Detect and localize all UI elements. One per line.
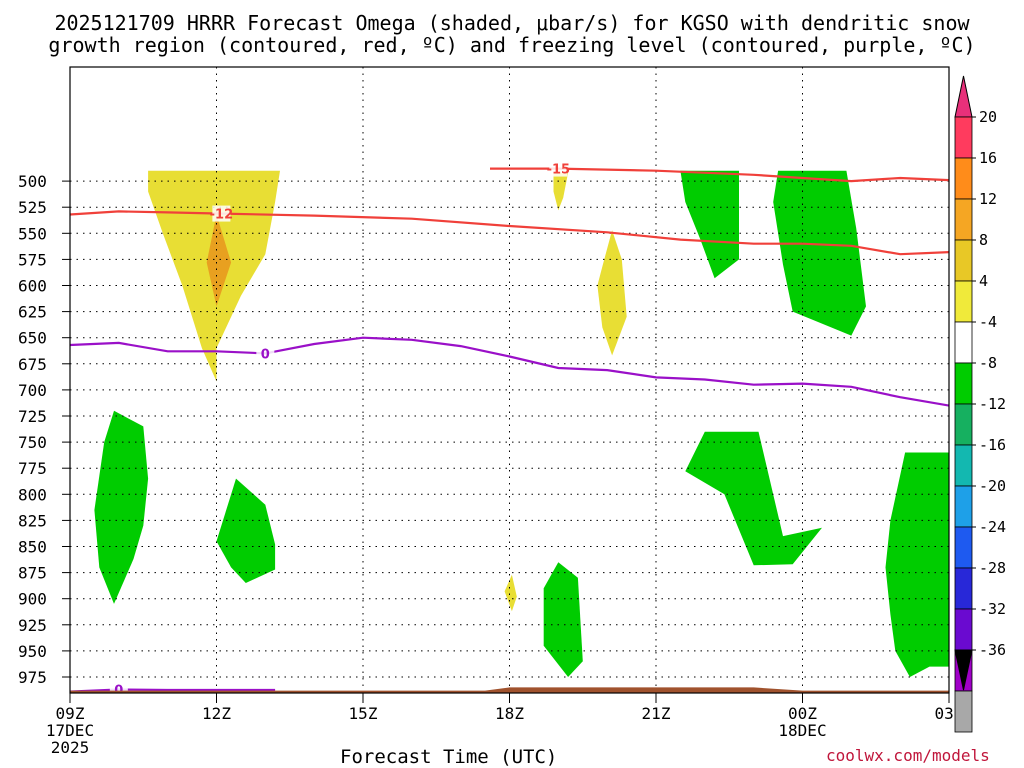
y-tick-label-525: 525 — [18, 198, 47, 217]
omega-region-green-sink-13z — [216, 478, 276, 583]
omega-region-yellow-lift-18z-low — [504, 574, 517, 612]
y-tick-label-500: 500 — [18, 172, 47, 191]
y-tick-label-775: 775 — [18, 459, 47, 478]
y-tick-label-700: 700 — [18, 381, 47, 400]
y-tick-label-975: 975 — [18, 668, 47, 687]
colorbar-swatch-12 — [954, 608, 973, 651]
chart-title-line-1: 2025121709 HRRR Forecast Omega (shaded, … — [54, 11, 970, 35]
x-tick-label-00Z: 00Z — [788, 704, 817, 723]
dgz-red-contour-1 — [490, 167, 949, 183]
x-tick-label-18Z: 18Z — [495, 704, 524, 723]
y-tick-label-950: 950 — [18, 642, 47, 661]
site-credit: coolwx.com/models — [826, 746, 990, 765]
freezing-level-contour-1 — [70, 688, 276, 693]
colorbar-label-4: 4 — [979, 272, 988, 290]
colorbar-label-6: -8 — [979, 354, 997, 372]
omega-region-green-sink-1930z — [543, 562, 583, 677]
omega-region-green-sink-10z — [94, 410, 149, 604]
y-tick-label-925: 925 — [18, 616, 47, 635]
y-tick-label-600: 600 — [18, 277, 47, 296]
x-axis-title: Forecast Time (UTC) — [340, 746, 558, 768]
colorbar-swatch-7 — [954, 403, 973, 446]
colorbar-swatch-0 — [954, 116, 973, 159]
y-tick-label-800: 800 — [18, 485, 47, 504]
colorbar-label-7: -12 — [979, 395, 1006, 413]
y-tick-label-550: 550 — [18, 224, 47, 243]
colorbar-label-13: -36 — [979, 641, 1006, 659]
colorbar-label-0: 20 — [979, 108, 997, 126]
colorbar-swatch-3 — [954, 239, 973, 282]
colorbar-swatch-11 — [954, 567, 973, 610]
ground-surface — [70, 687, 949, 693]
x-tick-label-21Z: 21Z — [642, 704, 671, 723]
colorbar-swatch-14 — [954, 690, 973, 733]
y-tick-label-725: 725 — [18, 407, 47, 426]
colorbar-label-2: 12 — [979, 190, 997, 208]
colorbar-label-3: 8 — [979, 231, 988, 249]
colorbar-swatch-9 — [954, 485, 973, 528]
chart-title-line-2: growth region (contoured, red, ºC) and f… — [48, 33, 976, 57]
freezing-level-contour-1-label-bg — [109, 681, 128, 693]
omega-shading-layer — [94, 170, 949, 677]
colorbar-swatch-1 — [954, 157, 973, 200]
dgz-red-contour-0-label-bg — [212, 205, 231, 222]
y-axis-pressure-labels: 500 525 550 575 600 625 650 675 700 725 750 775 800 8… — [18, 172, 70, 687]
y-tick-label-875: 875 — [18, 564, 47, 583]
omega-region-orange-lift-core-12z — [206, 214, 232, 307]
freezing-level-contour-0 — [70, 336, 949, 407]
dgz-red-contour-0 — [70, 210, 949, 256]
colorbar-swatch-2 — [954, 198, 973, 241]
colorbar-swatch-4 — [954, 280, 973, 323]
x-tick-date-17DEC: 17DEC — [46, 721, 94, 740]
y-tick-label-900: 900 — [18, 590, 47, 609]
contour-layer: -12 -15 0 0 — [70, 160, 949, 699]
y-tick-label-750: 750 — [18, 433, 47, 452]
omega-region-green-sink-0030z — [773, 170, 866, 336]
dgz-red-contour-0-label: -12 — [210, 208, 234, 223]
x-tick-date-18DEC: 18DEC — [778, 721, 826, 740]
colorbar-swatch-6 — [954, 362, 973, 405]
colorbar-bottom-arrow — [954, 649, 973, 691]
colorbar-label-10: -24 — [979, 518, 1006, 536]
colorbar-label-11: -28 — [979, 559, 1006, 577]
y-tick-label-825: 825 — [18, 511, 47, 530]
x-tick-label-12Z: 12Z — [202, 704, 231, 723]
freezing-level-contour-0-label: 0 — [261, 347, 270, 362]
ground-layer — [70, 687, 949, 693]
colorbar-label-1: 16 — [979, 149, 997, 167]
dgz-red-contour-1-label-bg — [549, 160, 568, 177]
x-tick-label-09Z: 09Z — [56, 704, 85, 723]
colorbar-label-12: -32 — [979, 600, 1006, 618]
y-tick-label-650: 650 — [18, 329, 47, 348]
omega-region-green-sink-2330z — [685, 431, 822, 566]
omega-region-green-sink-02z — [885, 452, 949, 677]
colorbar-label-8: -16 — [979, 436, 1006, 454]
freezing-level-contour-1-label: 0 — [114, 684, 123, 699]
y-tick-label-575: 575 — [18, 250, 47, 269]
colorbar-swatch-8 — [954, 444, 973, 487]
colorbar-swatch-10 — [954, 526, 973, 569]
colorbar-top-arrow — [954, 75, 973, 118]
y-tick-label-675: 675 — [18, 355, 47, 374]
x-tick-label-15Z: 15Z — [349, 704, 378, 723]
omega-region-yellow-lift-1830z — [553, 172, 569, 211]
x-tick-year-2025: 2025 — [51, 738, 90, 757]
omega-region-green-sink-2230z — [680, 170, 739, 279]
y-tick-label-850: 850 — [18, 538, 47, 557]
freezing-level-contour-0-label-bg — [256, 345, 275, 362]
y-tick-label-625: 625 — [18, 303, 47, 322]
dgz-red-contour-1-label: -15 — [547, 163, 571, 178]
colorbar-label-9: -20 — [979, 477, 1006, 495]
colorbar-swatch-5 — [954, 321, 973, 364]
colorbar-label-5: -4 — [979, 313, 997, 331]
omega-region-yellow-lift-20z — [597, 230, 627, 356]
colorbar: 20 16 12 8 4 -4 -8 -12 -16 -20 -24 -28 -32 -36 — [954, 75, 1006, 733]
